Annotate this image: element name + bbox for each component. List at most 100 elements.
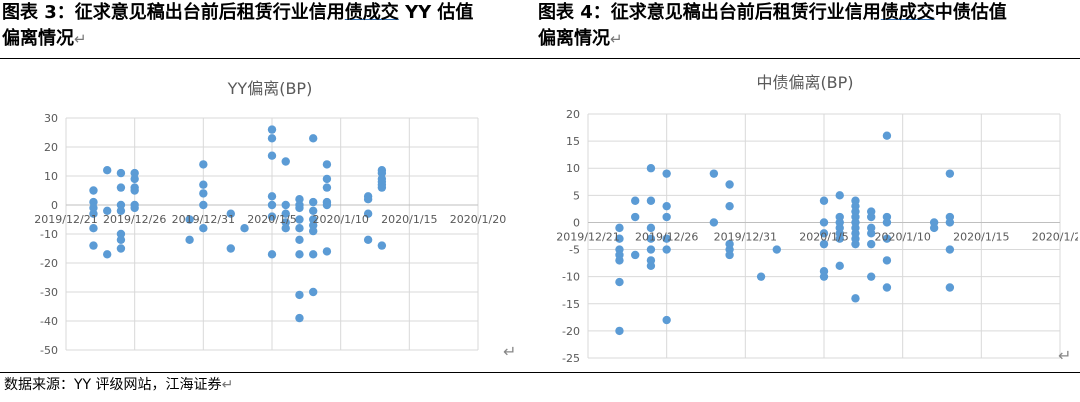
data-point <box>103 206 112 215</box>
caption-right-text-underlined: 债成交 <box>880 2 935 23</box>
data-point <box>309 206 318 215</box>
data-point <box>835 261 844 271</box>
chinabond-deviation-scatter-svg: 中债偏离(BP) -25 -20 -15 -10 -5 0 5 10 15 20 2019/12/21… <box>556 73 1080 365</box>
yy-deviation-scatter-svg: YY偏离(BP) -50 -40 -30 -20 -10 0 10 20 30 2019/12/21… <box>34 79 506 357</box>
x-tick-label: 2020/1/5 <box>799 230 848 243</box>
data-point <box>295 203 304 213</box>
caption-left-text-line2: 偏离情况 <box>2 28 74 49</box>
data-point <box>756 272 766 281</box>
chart-title: YY偏离(BP) <box>227 79 313 98</box>
data-point <box>295 195 304 204</box>
data-point <box>377 168 387 178</box>
data-point <box>835 234 844 243</box>
data-point <box>199 200 208 210</box>
data-point <box>615 326 624 336</box>
caption-left-line2: 偏离情况↵ <box>2 26 530 52</box>
data-point <box>199 189 208 198</box>
y-tick-label: 10 <box>44 170 58 183</box>
y-tick-label: -15 <box>562 298 580 311</box>
data-point <box>851 294 860 303</box>
data-point <box>945 218 955 227</box>
data-point <box>309 250 318 259</box>
data-point <box>295 250 304 259</box>
data-point <box>819 218 829 227</box>
data-point <box>882 283 892 292</box>
data-point <box>89 209 98 218</box>
data-point <box>615 223 624 233</box>
return-mark-icon: ↵ <box>221 377 234 393</box>
top-divider <box>0 58 1080 59</box>
data-point <box>281 209 290 218</box>
data-point <box>945 283 955 292</box>
data-point <box>89 197 98 207</box>
data-point <box>662 245 671 254</box>
data-point <box>116 206 126 215</box>
y-tick-label: -20 <box>562 325 580 338</box>
y-tick-label: -5 <box>569 244 580 257</box>
return-mark-icon: ↵ <box>503 342 517 361</box>
data-point <box>226 244 235 253</box>
data-point <box>615 234 624 243</box>
return-mark-icon: ↵ <box>1058 346 1072 365</box>
x-tick-label: 2019/12/26 <box>103 213 166 226</box>
data-point <box>662 201 671 211</box>
data-point <box>322 200 332 210</box>
data-point <box>709 218 719 227</box>
data-point <box>281 157 290 166</box>
data-point <box>309 215 318 224</box>
data-point <box>199 224 208 233</box>
data-point <box>89 186 98 195</box>
data-point <box>882 256 892 265</box>
return-mark-icon: ↵ <box>74 30 87 48</box>
y-tick-label: 5 <box>573 189 580 202</box>
data-point <box>103 166 112 175</box>
x-tick-label: 2020/1/5 <box>247 213 296 226</box>
data-point <box>709 169 719 178</box>
data-point <box>295 215 304 224</box>
caption-right-text-line2: 偏离情况 <box>538 28 610 49</box>
data-point <box>116 183 126 192</box>
y-tick-label: -10 <box>562 271 580 284</box>
data-point <box>267 200 277 210</box>
y-tick-label: -40 <box>40 315 58 328</box>
x-tick-label: 2020/1/15 <box>953 230 1009 243</box>
data-point <box>295 224 304 233</box>
data-point <box>631 212 640 222</box>
data-point <box>281 218 290 227</box>
data-point <box>281 224 290 233</box>
data-point <box>882 234 892 243</box>
data-point <box>116 235 126 244</box>
data-point <box>363 235 373 244</box>
data-point <box>185 235 194 244</box>
data-point <box>309 287 318 297</box>
y-tick-label: 20 <box>566 108 580 121</box>
data-point <box>309 221 318 230</box>
data-point <box>116 229 126 239</box>
x-tick-label: 2020/1/10 <box>874 230 930 243</box>
caption-left-line1: 图表 3：征求意见稿出台前后租赁行业信用债成交 YY 估值 <box>2 0 530 26</box>
x-tick-label: 2020/1/20 <box>1032 230 1078 243</box>
x-tick-label: 2019/12/26 <box>635 230 698 243</box>
data-point <box>646 196 656 205</box>
data-point <box>819 272 829 281</box>
data-point <box>267 192 277 201</box>
caption-right-text-b: 中债估值 <box>934 2 1007 23</box>
x-tick-label: 2019/12/31 <box>172 213 235 226</box>
data-point <box>867 272 876 281</box>
data-point <box>322 160 332 169</box>
y-tick-label: 30 <box>44 112 58 125</box>
data-point <box>662 234 671 243</box>
data-point <box>226 209 235 218</box>
data-point <box>867 212 876 222</box>
y-tick-label: 10 <box>566 162 580 175</box>
data-point <box>615 277 624 287</box>
data-point <box>882 218 892 227</box>
data-point <box>267 212 277 221</box>
data-point <box>185 215 194 224</box>
x-tick-label: 2019/12/21 <box>556 230 619 243</box>
data-point <box>116 168 126 178</box>
caption-left-text-a: 图表 3：征求意见稿出台前后租赁行业信用 <box>2 2 345 23</box>
data-point <box>662 212 671 222</box>
data-point <box>363 209 373 218</box>
y-tick-label: -20 <box>40 257 58 270</box>
